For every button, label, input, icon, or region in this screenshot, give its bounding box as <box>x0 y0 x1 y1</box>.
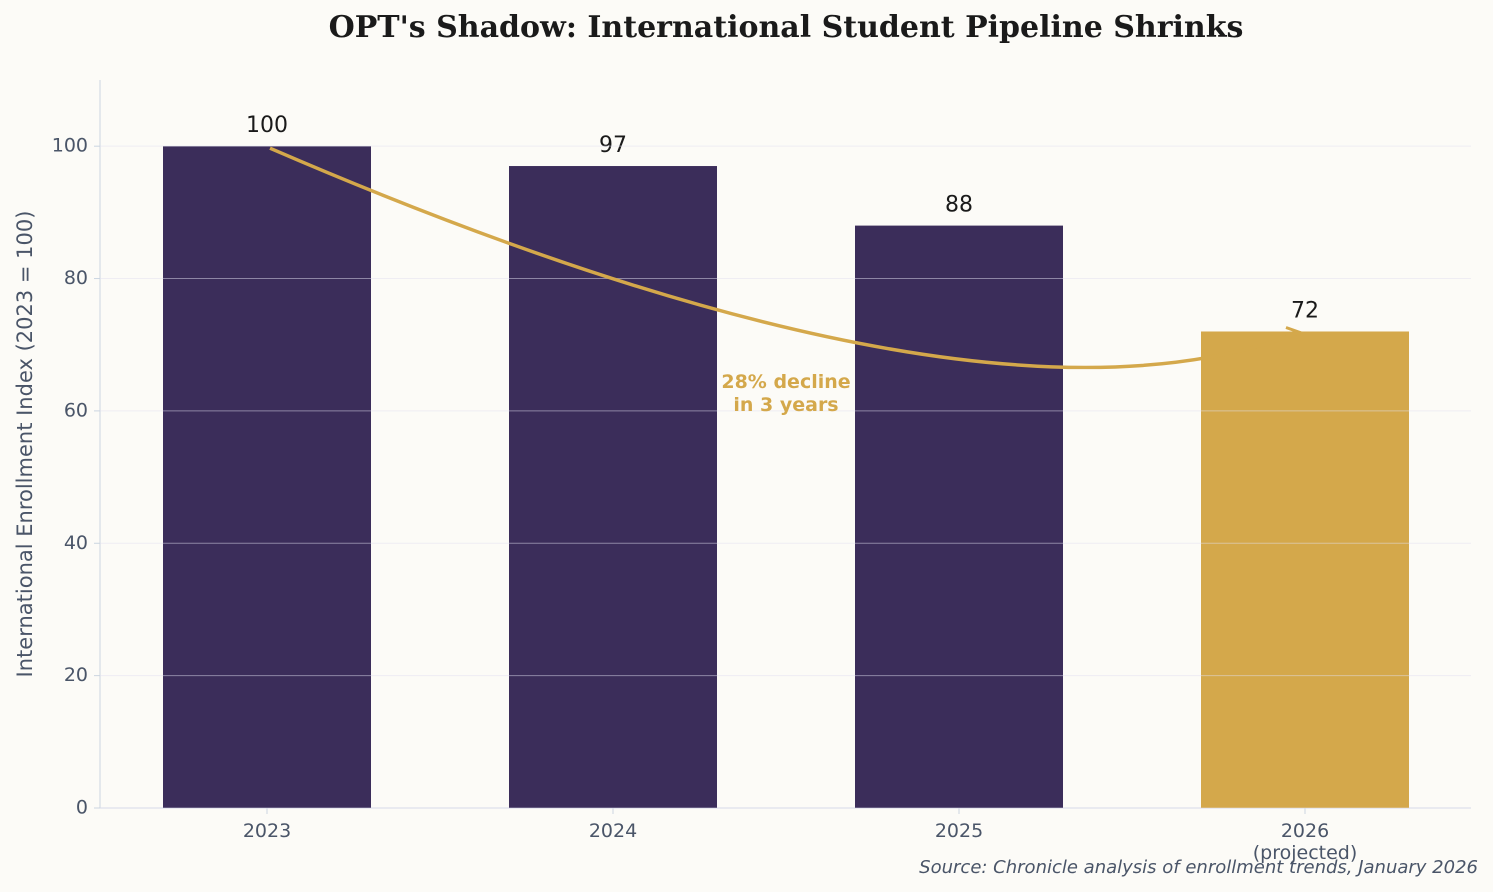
source-note: Source: Chronicle analysis of enrollment… <box>919 857 1478 878</box>
arrow-head <box>1285 326 1305 338</box>
value-label: 97 <box>599 133 627 158</box>
y-tick-label: 20 <box>64 664 88 686</box>
x-tick-label: 2024 <box>588 820 638 842</box>
y-tick-label: 60 <box>64 399 88 421</box>
x-tick-label: 2026 (projected) <box>1252 820 1358 864</box>
x-tick-label: 2025 <box>934 820 984 842</box>
bar <box>1201 331 1409 808</box>
value-label: 88 <box>945 193 973 218</box>
annotation: 28% decline in 3 years <box>721 371 850 416</box>
y-tick-label: 40 <box>64 532 88 554</box>
bar <box>855 225 1063 809</box>
value-label: 100 <box>246 113 288 138</box>
y-axis-label: International Enrollment Index (2023 = 1… <box>13 211 37 678</box>
y-tick-label: 80 <box>64 267 88 289</box>
chart-title: OPT's Shadow: International Student Pipe… <box>329 10 1244 45</box>
trend-arrow <box>269 146 1301 370</box>
x-tick-label: 2023 <box>242 820 292 842</box>
y-tick-label: 100 <box>52 135 88 157</box>
annotation-line: 28% decline <box>721 371 850 393</box>
bar <box>163 146 371 808</box>
annotation-line: in 3 years <box>733 394 838 416</box>
bar <box>509 166 717 808</box>
y-tick-label: 0 <box>76 797 88 819</box>
value-label: 72 <box>1291 298 1319 323</box>
